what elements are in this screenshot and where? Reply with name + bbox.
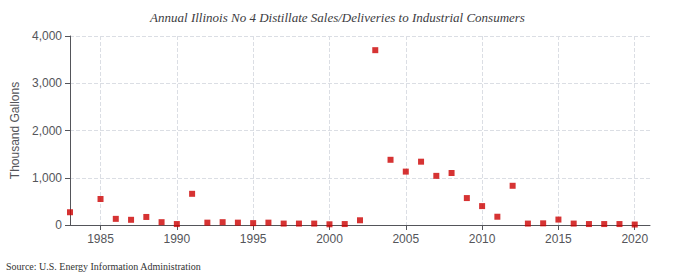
- svg-text:2010: 2010: [469, 232, 496, 246]
- svg-text:3,000: 3,000: [32, 76, 62, 90]
- svg-text:1990: 1990: [163, 232, 190, 246]
- svg-text:Thousand Gallons: Thousand Gallons: [8, 82, 22, 179]
- svg-text:2,000: 2,000: [32, 124, 62, 138]
- svg-text:Source: U.S. Energy Informatio: Source: U.S. Energy Information Administ…: [6, 261, 201, 272]
- svg-text:2015: 2015: [545, 232, 572, 246]
- svg-text:4,000: 4,000: [32, 29, 62, 43]
- svg-text:2005: 2005: [392, 232, 419, 246]
- svg-text:2020: 2020: [621, 232, 648, 246]
- svg-text:0: 0: [55, 218, 62, 232]
- svg-text:2000: 2000: [316, 232, 343, 246]
- svg-text:1,000: 1,000: [32, 171, 62, 185]
- svg-text:1995: 1995: [240, 232, 267, 246]
- svg-text:Annual Illinois No 4 Distillat: Annual Illinois No 4 Distillate Sales/De…: [149, 10, 525, 25]
- svg-text:1985: 1985: [87, 232, 114, 246]
